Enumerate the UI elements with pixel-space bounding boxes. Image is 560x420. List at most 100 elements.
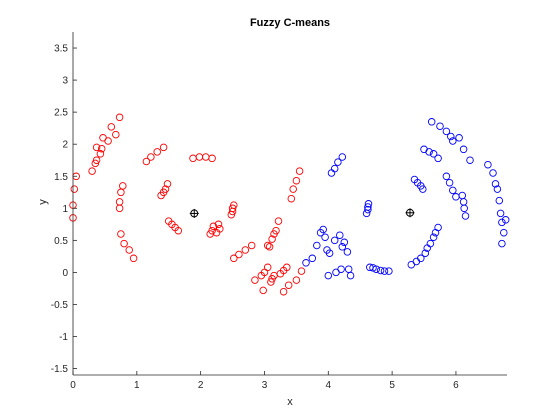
cluster-2-point	[461, 212, 470, 220]
cluster-2-point	[484, 160, 492, 169]
cluster-center-1	[189, 208, 199, 218]
cluster-2-point	[372, 265, 380, 273]
cluster-1-point	[119, 182, 127, 190]
cluster-1-point	[104, 137, 112, 145]
cluster-2-point	[455, 134, 463, 142]
cluster-1-point	[88, 167, 96, 175]
cluster-2-point	[338, 153, 347, 161]
cluster-1-point	[274, 217, 283, 225]
cluster-1-point	[115, 113, 124, 122]
y-tick-label: 3	[62, 76, 68, 87]
cluster-2-point	[330, 236, 339, 245]
cluster-2-point	[445, 178, 454, 187]
x-tick-label: 6	[453, 380, 459, 391]
x-tick-label: 0	[70, 380, 76, 391]
cluster-1-point	[209, 222, 218, 231]
cluster-2-point	[436, 122, 444, 130]
cluster-2-point	[417, 254, 425, 263]
cluster-1-point	[230, 254, 238, 263]
cluster-1-point	[263, 241, 272, 250]
cluster-1-point	[147, 153, 155, 161]
cluster-2-point	[434, 154, 442, 163]
cluster-1-point	[91, 159, 100, 168]
cluster-1-point	[214, 220, 223, 229]
cluster-1-point	[259, 286, 267, 295]
cluster-1-point	[251, 276, 259, 284]
cluster-1-point	[70, 185, 79, 193]
cluster-2-point	[498, 239, 506, 248]
cluster-1-point	[153, 148, 161, 156]
x-tick-label: 4	[326, 380, 332, 391]
y-tick-label: -0.5	[51, 300, 69, 311]
cluster-2-point	[364, 203, 372, 211]
cluster-2-point	[343, 248, 352, 256]
cluster-2-point	[489, 169, 497, 177]
ticks-layer: 0 1 2 3 4 5 6 -1.5 -1 -0.5 0 0.5 1 1.5 2 2.5 3 3.5	[51, 44, 459, 391]
cluster-1-point	[97, 144, 106, 153]
cluster-1-point	[163, 180, 172, 188]
cluster-1-point	[216, 225, 224, 233]
cluster-2-point	[334, 158, 342, 166]
cluster-1-point	[96, 150, 105, 158]
cluster-2-point	[380, 267, 389, 275]
cluster-1-point	[284, 281, 293, 289]
y-tick-label: 0.5	[54, 236, 68, 247]
axes-layer	[72, 32, 507, 376]
cluster-1-point	[268, 235, 276, 243]
cluster-2-point	[493, 185, 502, 193]
cluster-2-point	[319, 225, 327, 234]
cluster-2-point	[447, 132, 455, 141]
cluster-2-point	[427, 118, 436, 126]
cluster-1-point	[247, 241, 256, 250]
cluster-1-point	[208, 226, 216, 235]
cluster-2-point	[336, 231, 344, 239]
centers-layer	[189, 208, 415, 218]
cluster-2-point	[308, 254, 317, 263]
cluster-2-point	[429, 150, 438, 158]
cluster-1-point	[230, 201, 238, 209]
y-tick-label: 2	[62, 140, 68, 151]
cluster-1-point	[92, 156, 101, 164]
cluster-2-point	[421, 249, 430, 257]
x-tick-label: 2	[198, 380, 204, 391]
cluster-1-point	[142, 157, 151, 166]
cluster-2-point	[338, 243, 347, 251]
cluster-2-point	[501, 216, 510, 224]
cluster-2-point	[496, 209, 505, 218]
cluster-2-point	[313, 241, 321, 250]
cluster-1-point	[107, 123, 116, 131]
cluster-1-point	[161, 185, 170, 193]
cluster-1-point	[283, 263, 291, 272]
y-axis-label: y	[37, 199, 49, 205]
cluster-1-point	[267, 278, 275, 286]
cluster-2-point	[498, 218, 506, 227]
cluster-2-point	[426, 239, 435, 248]
y-tick-label: 1.5	[54, 172, 68, 183]
y-tick-label: 0	[62, 268, 68, 279]
cluster-1-point	[228, 204, 237, 213]
plot-area	[73, 32, 507, 375]
cluster-2-point	[376, 266, 385, 275]
cluster-2-point	[364, 205, 372, 214]
cluster-2-point	[340, 238, 349, 247]
cluster-2-point	[369, 264, 377, 272]
cluster-1-point	[279, 287, 288, 296]
cluster-center-2	[405, 208, 415, 218]
cluster-1-point	[159, 143, 168, 152]
cluster-1-point	[265, 243, 274, 251]
cluster-1-point	[292, 276, 301, 284]
cluster-1-point	[92, 143, 101, 152]
cluster-1-point	[292, 176, 301, 185]
cluster-1-point	[235, 250, 243, 259]
cluster-1-point	[289, 185, 297, 193]
cluster-2-point	[460, 204, 468, 213]
y-tick-label: -1	[59, 332, 68, 343]
cluster-2-point	[429, 233, 438, 241]
cluster-2-point	[442, 172, 451, 181]
cluster-1-point	[241, 246, 250, 254]
points-layer	[69, 113, 510, 296]
cluster-2-point	[337, 265, 345, 273]
x-tick-label: 3	[262, 380, 268, 391]
